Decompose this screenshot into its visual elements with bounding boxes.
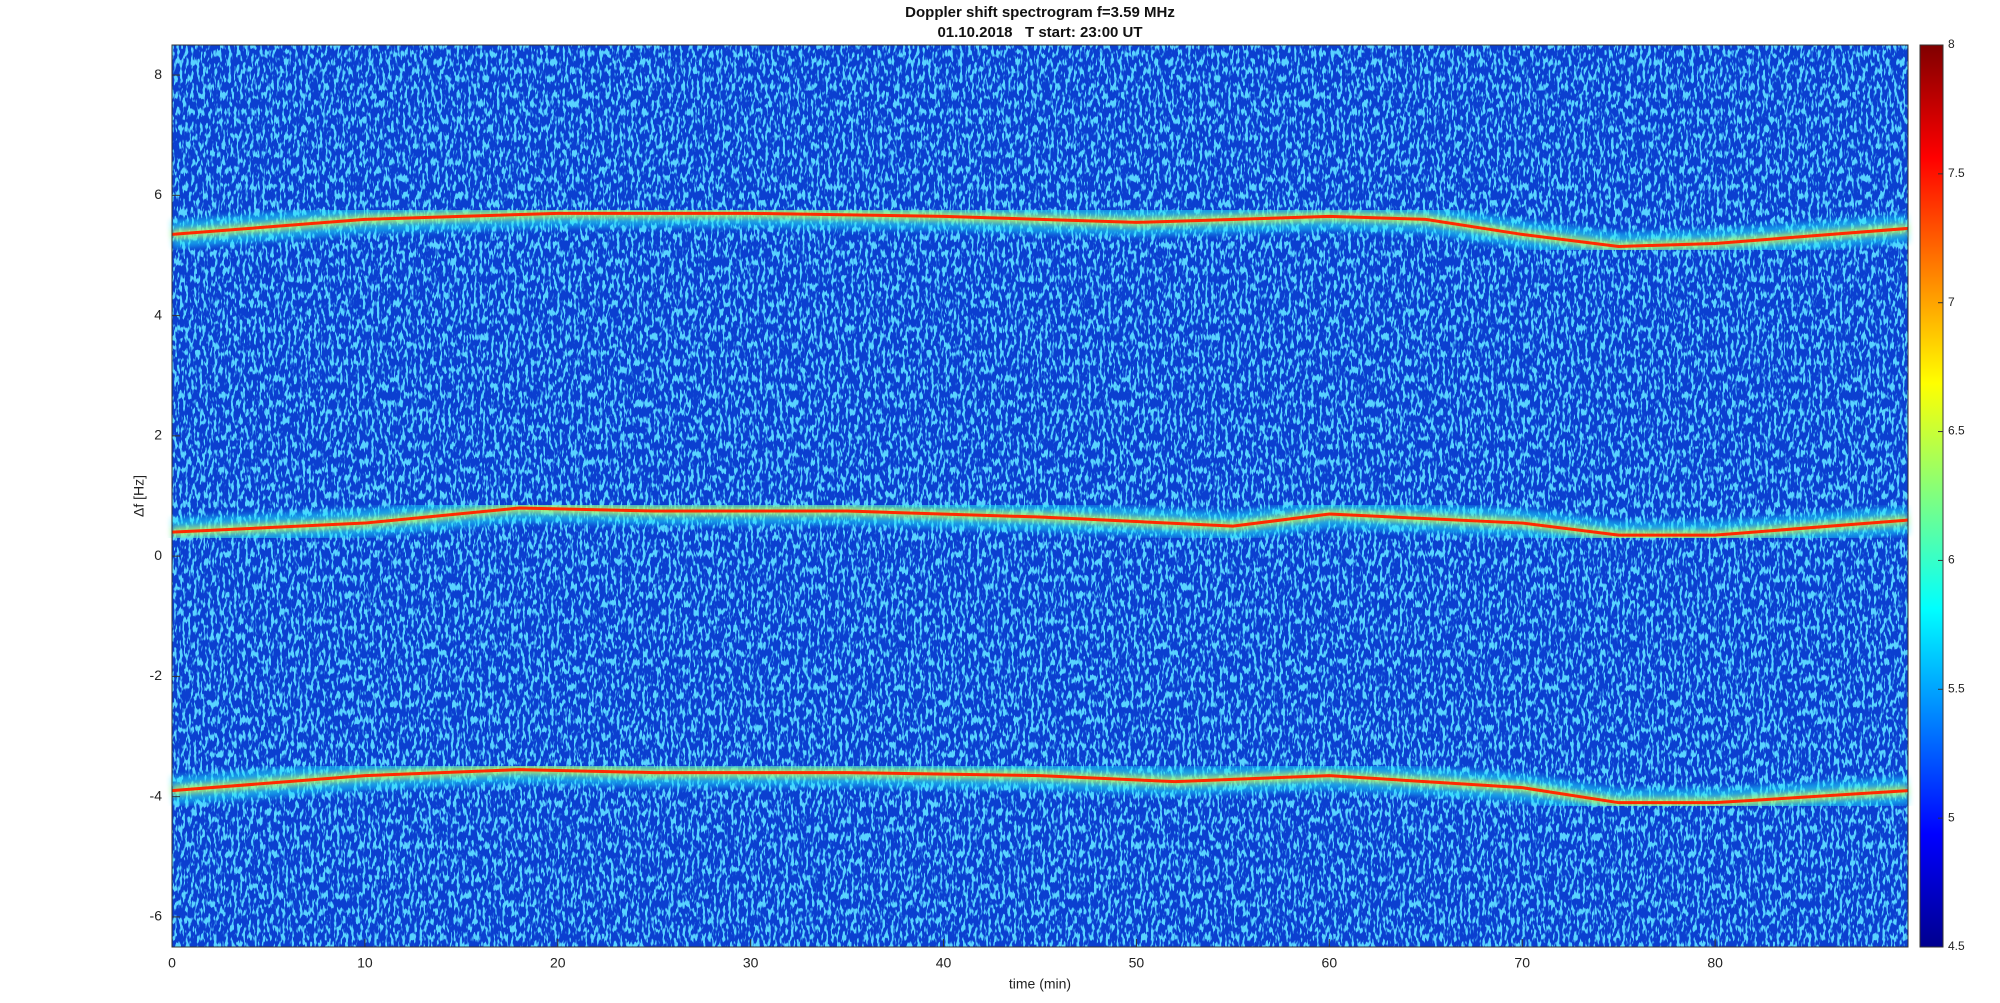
x-tick-label: 70 <box>1514 955 1530 971</box>
x-tick-label: 60 <box>1322 955 1338 971</box>
marks <box>170 199 1910 817</box>
y-tick-label: 4 <box>154 306 162 322</box>
y-tick-label: -2 <box>150 667 163 683</box>
x-tick-label: 50 <box>1129 955 1145 971</box>
chart-subtitle: 01.10.2018 T start: 23:00 UT <box>937 24 1142 41</box>
colorbar-tick-label: 6 <box>1948 553 1955 567</box>
y-tick-label: 0 <box>154 547 162 563</box>
x-tick-label: 10 <box>357 955 373 971</box>
colorbar-tick-label: 8 <box>1948 37 1955 51</box>
x-tick-label: 0 <box>168 955 176 971</box>
chart-title: Doppler shift spectrogram f=3.59 MHz <box>905 4 1175 21</box>
trace <box>171 211 1909 248</box>
y-tick-label: 6 <box>154 186 162 202</box>
x-tick-label: 20 <box>550 955 566 971</box>
x-axis-label: time (min) <box>1009 976 1071 992</box>
y-tick-label: 8 <box>154 66 162 82</box>
y-tick-label: 2 <box>154 427 162 443</box>
colorbar-tick-label: 5 <box>1948 810 1955 824</box>
colorbar-tick-label: 7 <box>1948 295 1955 309</box>
trace <box>171 768 1909 805</box>
x-tick-label: 40 <box>936 955 952 971</box>
y-tick-label: -6 <box>150 908 163 924</box>
colorbar-tick-label: 4.5 <box>1948 939 1965 953</box>
colorbar-tick-label: 7.5 <box>1948 166 1965 180</box>
colorbar-tick-label: 5.5 <box>1948 681 1965 695</box>
trace <box>171 506 1909 537</box>
x-tick-label: 30 <box>743 955 759 971</box>
y-axis-label: Δf [Hz] <box>131 475 147 517</box>
colorbar <box>1919 44 1944 948</box>
x-tick-label: 80 <box>1707 955 1723 971</box>
y-tick-label: -4 <box>150 787 163 803</box>
plot-frame <box>171 44 1909 948</box>
colorbar-tick-label: 6.5 <box>1948 424 1965 438</box>
